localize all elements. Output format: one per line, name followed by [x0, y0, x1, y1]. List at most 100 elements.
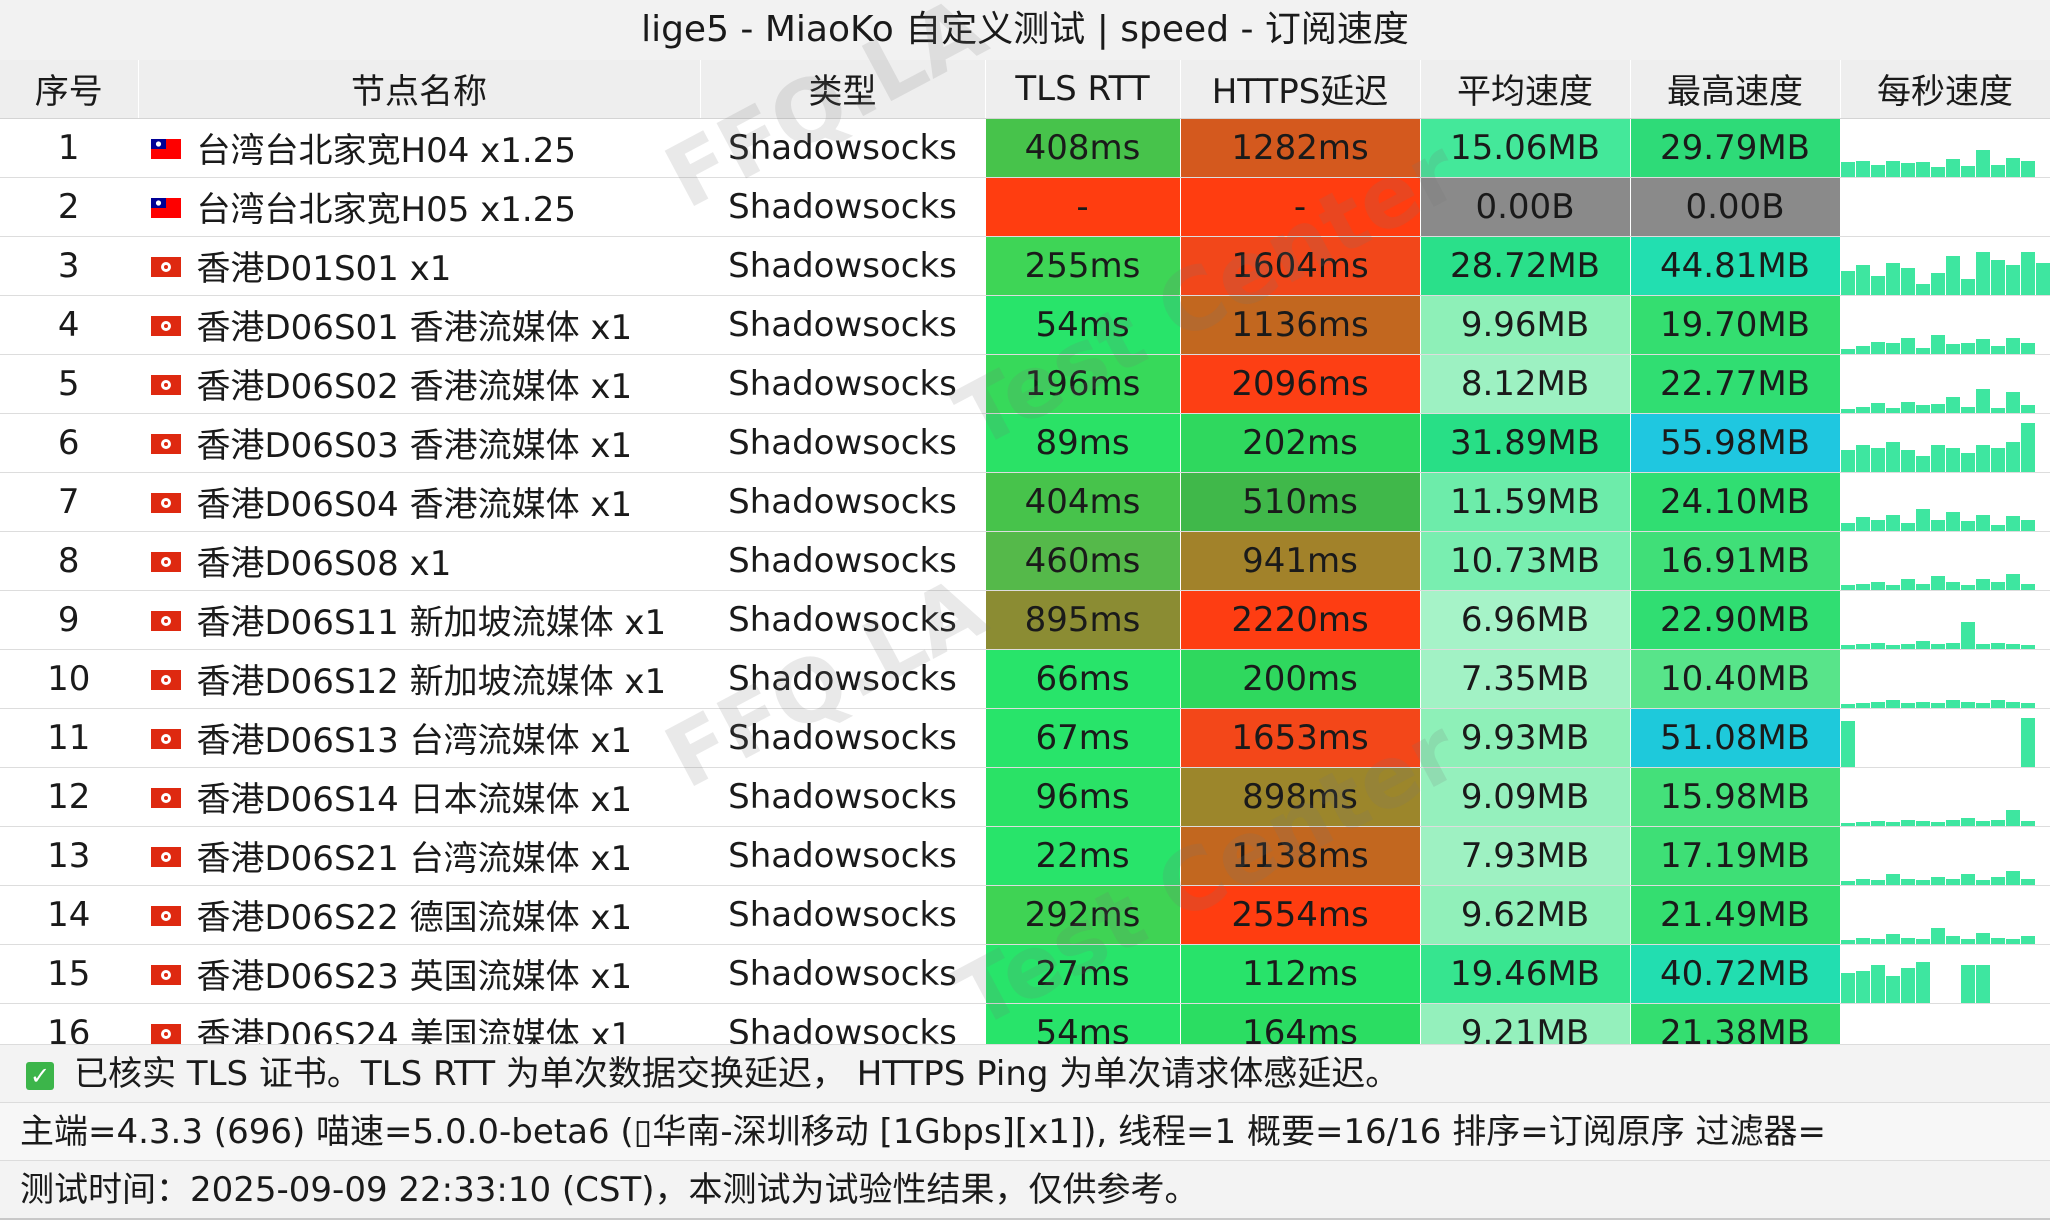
- https-delay-cell: 1136ms: [1180, 295, 1421, 355]
- spark-bar: [1990, 876, 2005, 884]
- spark-bar: [1990, 524, 2005, 530]
- spark-bar: [1855, 516, 1870, 530]
- tls-rtt-cell: 255ms: [985, 236, 1181, 296]
- node-name: 香港D06S01 香港流媒体 x1: [196, 308, 633, 348]
- row-index: 8: [0, 531, 139, 591]
- spark-bar: [1975, 388, 1990, 412]
- spark-bar: [1990, 164, 2005, 176]
- node-name-cell: 香港D06S23 英国流媒体 x1: [138, 944, 701, 1004]
- spark-bar: [1975, 338, 1990, 353]
- flag-hk-icon: [150, 1013, 181, 1053]
- spark-bar: [1960, 342, 1975, 353]
- col-header-https-delay[interactable]: HTTPS延迟: [1180, 60, 1421, 119]
- avg-speed-cell: 15.06MB: [1420, 118, 1631, 178]
- node-name: 香港D06S08 x1: [196, 544, 452, 584]
- spark-bar: [1900, 337, 1915, 353]
- spark-bar: [1960, 584, 1975, 589]
- flag-hk-icon: [150, 305, 181, 345]
- node-name: 香港D06S22 德国流媒体 x1: [196, 898, 633, 938]
- spark-bar: [1840, 522, 1855, 530]
- row-index: 5: [0, 354, 139, 414]
- table-row[interactable]: 8 香港D06S08 x1 Shadowsocks 460ms 941ms 10.73MB…: [0, 531, 2050, 591]
- tls-rtt-cell: 89ms: [985, 413, 1181, 473]
- spark-bar: [1885, 699, 1900, 707]
- spark-bar: [1855, 444, 1870, 471]
- tls-rtt-cell: 27ms: [985, 944, 1181, 1004]
- https-delay-cell: 1604ms: [1180, 236, 1421, 296]
- header-row: 序号 节点名称 类型 TLS RTT HTTPS延迟 平均速度 最高速度 每秒速…: [0, 60, 2050, 119]
- table-row[interactable]: 14 香港D06S22 德国流媒体 x1 Shadowsocks 292ms 2554m…: [0, 885, 2050, 945]
- table-row[interactable]: 13 香港D06S21 台湾流媒体 x1 Shadowsocks 22ms 1138ms…: [0, 826, 2050, 886]
- col-header-tls-rtt[interactable]: TLS RTT: [985, 60, 1181, 119]
- spark-bar: [1900, 449, 1915, 471]
- spark-bar: [1900, 819, 1915, 825]
- node-name-cell: 香港D06S21 台湾流媒体 x1: [138, 826, 701, 886]
- table-row[interactable]: 1 台湾台北家宽H04 x1.25 Shadowsocks 408ms 1282ms 15…: [0, 118, 2050, 178]
- spark-bar: [1930, 821, 1945, 825]
- spark-bar: [1885, 262, 1900, 294]
- table-row[interactable]: 5 香港D06S02 香港流媒体 x1 Shadowsocks 196ms 2096ms…: [0, 354, 2050, 414]
- spark-bar: [1840, 408, 1855, 412]
- spark-bar: [1885, 584, 1900, 589]
- node-name-cell: 香港D06S01 香港流媒体 x1: [138, 295, 701, 355]
- spark-bar: [1870, 820, 1885, 825]
- avg-speed-cell: 10.73MB: [1420, 531, 1631, 591]
- node-name: 香港D06S02 香港流媒体 x1: [196, 367, 633, 407]
- spark-bar: [1975, 964, 1990, 1002]
- node-name: 香港D06S04 香港流媒体 x1: [196, 485, 633, 525]
- avg-speed-cell: 6.96MB: [1420, 590, 1631, 650]
- table-row[interactable]: 12 香港D06S14 日本流媒体 x1 Shadowsocks 96ms 898ms 9…: [0, 767, 2050, 827]
- summary-line: 主端=4.3.3 (696) 喵速=5.0.0-beta6 (▯华南-深圳移动 …: [0, 1102, 2050, 1160]
- avg-speed-cell: 0.00B: [1420, 177, 1631, 237]
- spark-bar: [2020, 878, 2035, 884]
- per-sec-sparkline: [1840, 295, 2050, 355]
- spark-bar: [1870, 341, 1885, 353]
- tls-rtt-cell: 22ms: [985, 826, 1181, 886]
- col-header-name[interactable]: 节点名称: [138, 60, 701, 119]
- spark-bar: [1870, 519, 1885, 530]
- spark-bar: [1870, 879, 1885, 884]
- col-header-per-sec[interactable]: 每秒速度: [1840, 60, 2050, 119]
- flag-hk-icon: [150, 482, 181, 522]
- spark-bar: [1930, 403, 1945, 412]
- max-speed-cell: 29.79MB: [1630, 118, 1841, 178]
- table-row[interactable]: 11 香港D06S13 台湾流媒体 x1 Shadowsocks 67ms 1653ms…: [0, 708, 2050, 768]
- col-header-index[interactable]: 序号: [0, 60, 139, 119]
- per-sec-sparkline: [1840, 767, 2050, 827]
- node-name: 香港D06S12 新加坡流媒体 x1: [196, 662, 667, 702]
- table-row[interactable]: 4 香港D06S01 香港流媒体 x1 Shadowsocks 54ms 1136ms 9…: [0, 295, 2050, 355]
- max-speed-cell: 15.98MB: [1630, 767, 1841, 827]
- table-row[interactable]: 2 台湾台北家宽H05 x1.25 Shadowsocks - -0.00B 0.00B: [0, 177, 2050, 237]
- spark-bar: [1870, 642, 1885, 648]
- spark-bar: [1855, 970, 1870, 1002]
- spark-bar: [1900, 267, 1915, 294]
- spark-bar: [1945, 878, 1960, 884]
- flag-hk-icon: [150, 895, 181, 935]
- spark-bar: [1840, 584, 1855, 589]
- col-header-type[interactable]: 类型: [700, 60, 986, 119]
- flag-hk-icon: [150, 954, 181, 994]
- table-row[interactable]: 9 香港D06S11 新加坡流媒体 x1 Shadowsocks 895ms 2220m…: [0, 590, 2050, 650]
- node-type: Shadowsocks: [700, 885, 986, 945]
- spark-bar: [2005, 643, 2020, 648]
- col-header-max-speed[interactable]: 最高速度: [1630, 60, 1841, 119]
- table-row[interactable]: 7 香港D06S04 香港流媒体 x1 Shadowsocks 404ms 510ms 1…: [0, 472, 2050, 532]
- spark-bar: [1900, 702, 1915, 707]
- spark-bar: [1930, 876, 1945, 884]
- table-row[interactable]: 3 香港D01S01 x1 Shadowsocks 255ms 1604ms 28.72M…: [0, 236, 2050, 296]
- node-type: Shadowsocks: [700, 177, 986, 237]
- https-delay-cell: 941ms: [1180, 531, 1421, 591]
- spark-bar: [1975, 149, 1990, 176]
- table-row[interactable]: 15 香港D06S23 英国流媒体 x1 Shadowsocks 27ms 112ms 1…: [0, 944, 2050, 1004]
- node-type: Shadowsocks: [700, 531, 986, 591]
- col-header-avg-speed[interactable]: 平均速度: [1420, 60, 1631, 119]
- spark-bar: [2005, 573, 2020, 589]
- spark-bar: [1945, 447, 1960, 471]
- spark-bar: [1885, 821, 1900, 825]
- table-row[interactable]: 10 香港D06S12 新加坡流媒体 x1 Shadowsocks 66ms 200ms…: [0, 649, 2050, 709]
- node-name-cell: 香港D06S02 香港流媒体 x1: [138, 354, 701, 414]
- per-sec-sparkline: [1840, 885, 2050, 945]
- spark-bar: [1855, 878, 1870, 884]
- table-row[interactable]: 6 香港D06S03 香港流媒体 x1 Shadowsocks 89ms 202ms 31…: [0, 413, 2050, 473]
- spark-bar: [1960, 406, 1975, 412]
